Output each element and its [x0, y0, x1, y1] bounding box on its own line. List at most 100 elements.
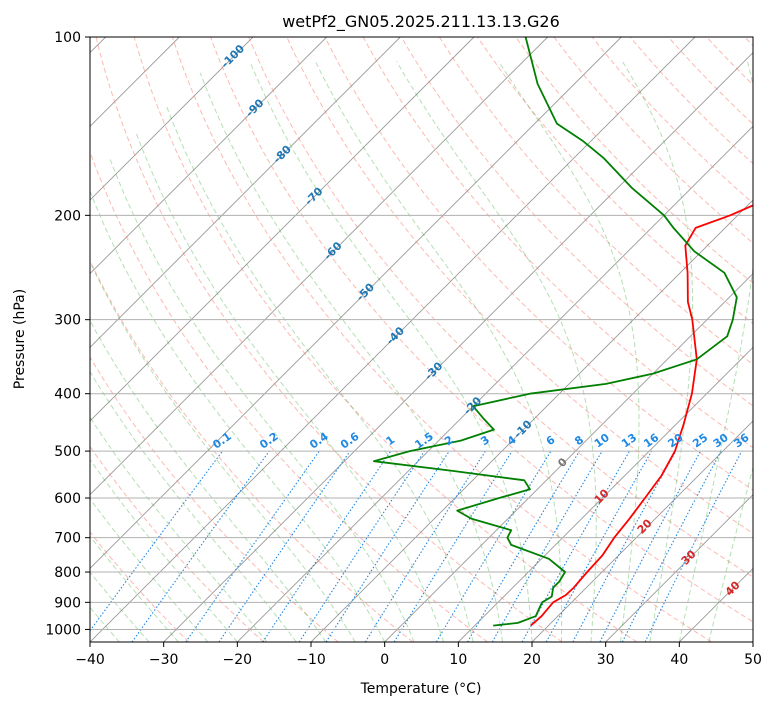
isotherm-line	[90, 37, 327, 275]
isotherm-line	[384, 273, 753, 642]
mixing-ratio-label: 1	[384, 433, 398, 448]
temperature-line	[530, 204, 753, 627]
mixing-ratio-label: 8	[572, 433, 586, 448]
dry-adiabat-line	[706, 37, 753, 86]
x-tick-label: −10	[296, 652, 326, 668]
isotherm-line	[90, 37, 254, 201]
isotherm-line	[752, 641, 753, 642]
moist-adiabat-line	[165, 104, 474, 642]
y-tick-label: 500	[54, 444, 81, 460]
mixing-ratio-label: 36	[732, 431, 752, 451]
mixing-ratio-label: 30	[711, 431, 731, 451]
isotherm-line	[90, 37, 401, 348]
y-tick-label: 400	[54, 387, 81, 403]
y-tick-label: 200	[54, 208, 81, 224]
moist-adiabat-line	[678, 61, 753, 642]
isotherm-label: -40	[384, 324, 407, 347]
pressure-gridlines	[90, 37, 753, 630]
dry-adiabat-line	[171, 37, 712, 642]
isotherm-line	[531, 420, 753, 642]
mixing-ratio-line	[644, 450, 743, 642]
isotherm-line	[90, 37, 475, 422]
moist-adiabat-line	[249, 61, 533, 642]
dry-adiabat-line	[362, 37, 753, 449]
dry-adiabat-line	[286, 37, 753, 534]
y-tick-label: 100	[54, 30, 81, 46]
isotherm-label: -60	[321, 239, 344, 262]
y-axis: 100 200 300 400 500 600 700 800 900 1000	[45, 30, 90, 638]
moist-adiabat-line	[90, 571, 150, 642]
x-tick-label: 50	[744, 652, 762, 668]
mixing-ratio-line	[185, 450, 320, 642]
y-axis-title: Pressure (hPa)	[12, 289, 28, 389]
moist-adiabat-line	[90, 497, 209, 642]
mixing-ratio-line	[131, 450, 270, 642]
dry-adiabat-line	[95, 37, 563, 642]
dewpoint-line	[372, 37, 738, 627]
mixing-ratio-line	[262, 450, 392, 642]
dry-adiabat-line	[400, 37, 753, 407]
x-tick-label: 20	[523, 652, 541, 668]
x-axis: −40 −30 −20 −10 0 10 20 30 40 50	[75, 642, 762, 668]
y-tick-label: 800	[54, 565, 81, 581]
moist-adiabat-label: 20	[635, 516, 655, 536]
isotherm-label: -10	[511, 417, 534, 440]
x-tick-label: −30	[149, 652, 179, 668]
moist-adiabat-line	[498, 61, 640, 642]
chart-title: wetPf2_GN05.2025.211.13.13.G26	[282, 12, 560, 32]
mixing-ratio-label: 2	[442, 433, 456, 448]
dry-adiabat-line	[477, 37, 753, 325]
mixing-ratio-line	[521, 450, 630, 642]
isotherm-line	[605, 494, 753, 642]
mixing-ratio-label: 0.1	[210, 430, 233, 452]
moist-adiabat-label: 0	[555, 455, 570, 470]
moist-adiabat-line	[199, 72, 503, 642]
dry-adiabat-line	[90, 531, 190, 642]
moist-adiabat-line	[90, 260, 356, 642]
isotherm-line	[237, 125, 753, 642]
mixing-ratio-line	[545, 450, 653, 642]
moist-adiabat-line	[90, 319, 327, 642]
moist-adiabat-line	[90, 535, 179, 642]
mixing-ratio-line	[435, 450, 552, 642]
mixing-ratio-label: 1.5	[412, 430, 435, 452]
y-tick-label: 700	[54, 531, 81, 547]
profile-lines	[372, 37, 753, 627]
mixing-ratio-line	[325, 450, 450, 642]
dry-adiabat-line	[90, 356, 339, 642]
y-tick-label: 300	[54, 313, 81, 329]
x-tick-label: −20	[223, 652, 253, 668]
mixing-ratio-line	[393, 450, 513, 642]
mixing-ratio-label: 16	[641, 431, 661, 451]
isotherm-line	[163, 52, 753, 642]
moist-adiabat-line	[622, 61, 693, 642]
mixing-ratio-label: 0.6	[338, 430, 362, 452]
dry-adiabat-line	[90, 150, 488, 642]
mixing-ratio-label: 3	[478, 433, 492, 448]
moist-adiabat-line	[90, 189, 386, 642]
moist-adiabat-line	[396, 61, 597, 642]
mixing-ratio-line	[218, 450, 351, 642]
dry-adiabat-line	[438, 37, 753, 366]
isotherm-line	[458, 346, 753, 642]
mixing-ratio-line	[572, 450, 677, 642]
moist-adiabat-line	[90, 416, 268, 642]
isotherm-line	[90, 37, 548, 496]
x-tick-label: 10	[449, 652, 467, 668]
isotherm-line	[90, 37, 622, 569]
mixing-ratio-label: 13	[619, 431, 639, 450]
mixing-ratio-line	[621, 450, 722, 642]
mixing-ratio-line	[298, 450, 425, 642]
dry-adiabat-line	[248, 37, 753, 578]
moist-adiabat-line	[708, 465, 753, 642]
moist-adiabat-line	[315, 61, 563, 642]
isotherm-label: -100	[219, 42, 248, 71]
moist-adiabat-line	[90, 606, 120, 642]
background-lines	[90, 37, 753, 642]
moist-adiabat-line	[135, 132, 445, 642]
plot-frame	[89, 36, 754, 643]
mixing-ratio-label: 0.2	[257, 430, 280, 452]
mixing-ratio-label: 6	[544, 433, 558, 448]
dry-adiabat-line	[515, 37, 753, 284]
isotherm-line	[90, 37, 696, 642]
